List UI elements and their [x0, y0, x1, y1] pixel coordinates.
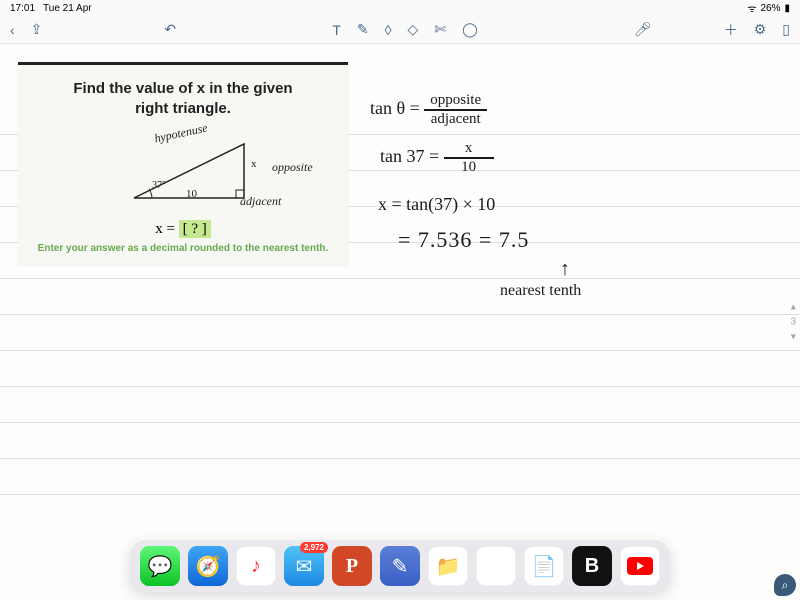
status-time: 17:01 [10, 3, 35, 14]
zoom-button[interactable]: ⌕ [774, 574, 796, 596]
problem-instruction: Enter your answer as a decimal rounded t… [32, 242, 334, 255]
pen-tool[interactable]: ✎ [357, 21, 369, 38]
ruled-line [0, 386, 800, 387]
answer-prefix: x = [155, 221, 178, 237]
app-files[interactable]: 📁 [428, 546, 468, 586]
label-angle: 37° [152, 180, 166, 191]
battery-percent: 26% [760, 3, 780, 14]
pages-icon[interactable]: ▯ [782, 21, 790, 38]
battery-icon: ▮ [784, 3, 790, 14]
app-docs[interactable]: 📄 [524, 546, 564, 586]
working-line1-lhs: tan θ = [370, 98, 420, 118]
app-safari[interactable]: 🧭 [188, 546, 228, 586]
app-drawer[interactable]: 🗂 [476, 546, 516, 586]
ruled-line [0, 494, 800, 495]
text-tool[interactable]: T [332, 22, 341, 38]
problem-title-line1: Find the value of x in the given [73, 80, 292, 97]
ruled-line [0, 278, 800, 279]
app-notes[interactable]: ✎ [380, 546, 420, 586]
working-line-3: x = tan(37) × 10 [378, 194, 495, 215]
triangle-diagram: hypotenuse opposite adjacent 37° 10 x [32, 124, 334, 219]
app-messages[interactable]: 💬 [140, 546, 180, 586]
frac-den: 10 [444, 159, 494, 176]
chevron-up-icon[interactable]: ▴ [791, 302, 796, 313]
app-youtube[interactable] [620, 546, 660, 586]
answer-line: x = [ ? ] [32, 221, 334, 238]
share-button[interactable]: ⇪ [31, 21, 43, 38]
frac-num: opposite [424, 92, 487, 111]
page-indicator[interactable]: ▴ 3 ▾ [790, 302, 796, 343]
answer-placeholder: [ ? ] [179, 220, 211, 238]
back-button[interactable]: ‹ [10, 22, 15, 38]
highlighter-tool[interactable]: ◊ [385, 22, 392, 38]
dock: 💬 🧭 ♪ ✉ 2,972 P ✎ 📁 🗂 📄 B [130, 540, 670, 592]
label-base: 10 [186, 188, 197, 200]
ruled-line [0, 422, 800, 423]
ruled-line [0, 314, 800, 315]
status-date: Tue 21 Apr [43, 3, 92, 14]
mail-badge: 2,972 [300, 542, 328, 553]
undo-button[interactable]: ↶ [164, 21, 176, 38]
label-side: x [251, 158, 257, 170]
label-adjacent: adjacent [240, 194, 281, 209]
app-toolbar: ‹ ⇪ ↶ T ✎ ◊ ◇ ✄ ◯ 🎤︎ ＋ ⚙︎ ▯ [0, 16, 800, 44]
problem-title: Find the value of x in the given right t… [32, 79, 334, 120]
settings-icon[interactable]: ⚙︎ [754, 21, 767, 38]
lasso-tool[interactable]: ◯ [462, 21, 478, 38]
note-canvas[interactable]: Find the value of x in the given right t… [0, 44, 800, 600]
problem-title-line2: right triangle. [135, 100, 231, 117]
label-opposite: opposite [272, 160, 313, 175]
app-mail[interactable]: ✉ 2,972 [284, 546, 324, 586]
add-button[interactable]: ＋ [724, 20, 738, 40]
arrow-note: nearest tenth [500, 282, 581, 300]
status-bar: 17:01 Tue 21 Apr ᯤ 26% ▮ [0, 0, 800, 16]
app-b[interactable]: B [572, 546, 612, 586]
chevron-down-icon[interactable]: ▾ [791, 332, 796, 343]
working-line-1: tan θ = opposite adjacent [370, 92, 487, 128]
problem-card: Find the value of x in the given right t… [18, 62, 348, 265]
working-line-2: tan 37 = x 10 [380, 140, 494, 176]
ruled-line [0, 458, 800, 459]
app-music[interactable]: ♪ [236, 546, 276, 586]
frac-num: x [444, 140, 494, 159]
frac-den: adjacent [424, 111, 487, 128]
working-line2-lhs: tan 37 = [380, 146, 439, 166]
mic-button[interactable]: 🎤︎ [634, 21, 652, 38]
wifi-icon: ᯤ [747, 1, 756, 15]
scissors-tool[interactable]: ✄ [434, 21, 446, 38]
app-powerpoint[interactable]: P [332, 546, 372, 586]
working-line-4: = 7.536 = 7.5 [398, 227, 529, 253]
page-number: 3 [790, 317, 796, 328]
ruled-line [0, 350, 800, 351]
eraser-tool[interactable]: ◇ [408, 21, 419, 38]
arrow-up: ↑ [560, 258, 570, 281]
